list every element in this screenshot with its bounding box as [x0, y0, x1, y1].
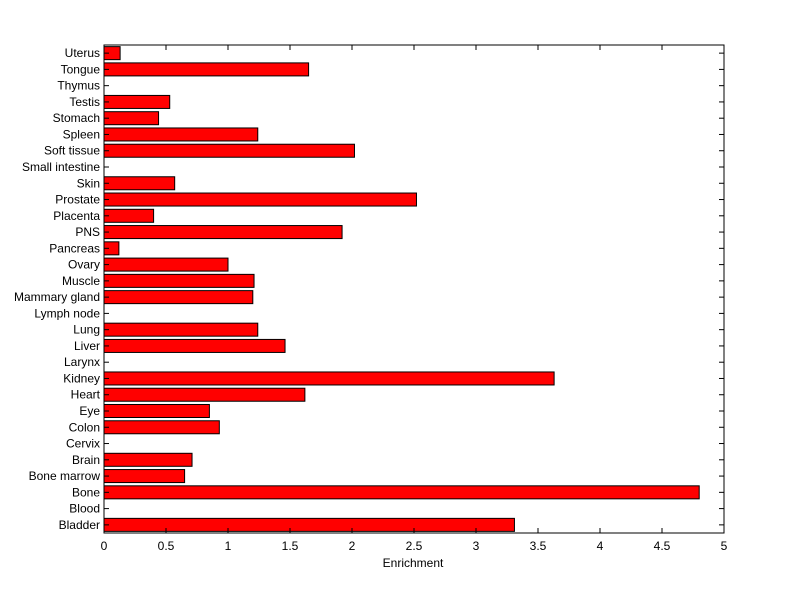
- bar-placenta: [103, 208, 155, 223]
- y-tick-label: Mammary gland: [14, 290, 100, 304]
- bar-liver: [103, 338, 286, 353]
- bar-brain: [103, 452, 193, 467]
- y-tick-label: Brain: [72, 453, 100, 467]
- x-tick-labels: 0 0.5 1 1.5 2 2.5 3 3.5 4 4.5 5: [101, 539, 728, 553]
- ticks-group: [103, 45, 725, 533]
- bars-group: [103, 46, 700, 532]
- y-tick-label: Heart: [71, 388, 101, 402]
- y-tick-label: Larynx: [64, 355, 100, 369]
- y-tick-label: Lung: [73, 323, 100, 337]
- bar-testis: [103, 94, 171, 109]
- bar-stomach: [103, 111, 160, 126]
- y-tick-label: Skin: [77, 176, 100, 190]
- y-tick-label: Tongue: [61, 62, 101, 76]
- bar-skin: [103, 176, 176, 191]
- y-tick-label: Ovary: [68, 258, 100, 272]
- bar-muscle: [103, 273, 255, 288]
- bar-eye: [103, 403, 210, 419]
- y-tick-label: Colon: [69, 420, 100, 434]
- y-tick-label: Bladder: [59, 518, 100, 532]
- x-tick-label: 3: [473, 539, 480, 553]
- bar-bone: [103, 485, 700, 500]
- y-tick-labels: Bladder Blood Bone Bone marrow Brain Cervix Co…: [14, 46, 101, 532]
- bar-ovary: [103, 257, 229, 272]
- x-tick-label: 5: [721, 539, 728, 553]
- y-tick-label: Soft tissue: [44, 144, 100, 158]
- y-tick-label: Kidney: [63, 371, 100, 385]
- bar-lung: [103, 322, 259, 337]
- y-tick-label: Small intestine: [22, 160, 100, 174]
- x-axis-label: Enrichment: [383, 556, 444, 570]
- x-tick-label: 0: [101, 539, 108, 553]
- x-tick-label: 2.5: [406, 539, 423, 553]
- bar-spleen: [103, 127, 259, 142]
- x-tick-label: 0.5: [158, 539, 175, 553]
- y-tick-label: Stomach: [53, 111, 100, 125]
- y-tick-label: Bone: [72, 485, 100, 499]
- plot-frame: [103, 44, 725, 534]
- y-tick-label: Bone marrow: [29, 469, 101, 483]
- x-tick-label: 1.5: [282, 539, 299, 553]
- bar-pns: [103, 225, 343, 240]
- bar-colon: [103, 420, 220, 435]
- x-tick-label: 1: [225, 539, 232, 553]
- y-tick-label: Uterus: [65, 46, 100, 60]
- y-tick-label: Muscle: [62, 274, 100, 288]
- y-tick-label: Testis: [69, 95, 100, 109]
- bar-heart: [103, 387, 306, 402]
- bar-bone-marrow: [103, 469, 186, 484]
- y-tick-label: Eye: [79, 404, 100, 418]
- y-tick-label: Liver: [74, 339, 100, 353]
- x-tick-label: 4.5: [654, 539, 671, 553]
- y-tick-label: Cervix: [66, 437, 100, 451]
- bar-prostate: [103, 192, 417, 207]
- y-tick-label: Spleen: [63, 127, 100, 141]
- bar-kidney: [103, 371, 555, 386]
- x-tick-label: 2: [349, 539, 356, 553]
- y-tick-label: Thymus: [57, 79, 100, 93]
- bar-mammary-gland: [103, 290, 254, 305]
- bar-tongue: [103, 62, 310, 77]
- bar-soft-tissue: [103, 143, 355, 158]
- y-tick-label: Pancreas: [49, 241, 100, 255]
- x-tick-label: 3.5: [530, 539, 547, 553]
- y-tick-label: Lymph node: [34, 306, 100, 320]
- x-tick-label: 4: [597, 539, 604, 553]
- y-tick-label: Blood: [69, 502, 100, 516]
- y-tick-label: PNS: [75, 225, 100, 239]
- y-tick-label: Prostate: [55, 193, 100, 207]
- y-tick-label: Placenta: [53, 209, 100, 223]
